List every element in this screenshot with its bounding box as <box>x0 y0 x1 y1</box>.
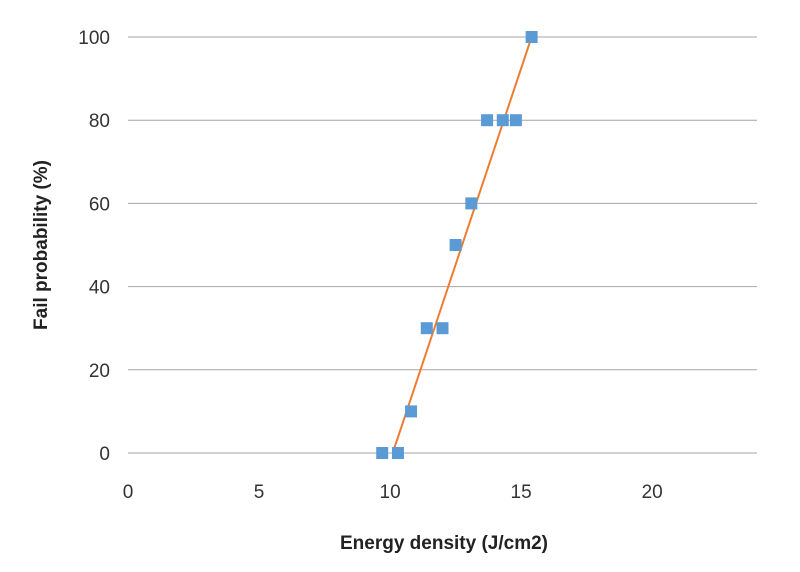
data-point-4 <box>436 322 449 335</box>
data-point-3 <box>420 322 433 335</box>
data-point-9 <box>509 114 522 127</box>
y-axis-title: Fail probability (%) <box>31 160 52 330</box>
data-point-1 <box>391 447 404 459</box>
data-point-2 <box>405 405 418 418</box>
data-point-0 <box>376 447 389 459</box>
data-point-10 <box>525 31 538 43</box>
x-tick-label-5: 5 <box>254 482 265 503</box>
data-points <box>376 31 538 459</box>
x-tick-label-20: 20 <box>642 482 663 503</box>
x-tick-label-15: 15 <box>511 482 532 503</box>
data-point-5 <box>449 239 462 251</box>
x-axis-ticks: 0 5 10 15 20 <box>123 482 663 503</box>
gridlines <box>128 36 757 454</box>
y-tick-label-40: 40 <box>89 278 110 299</box>
data-point-7 <box>481 114 494 127</box>
trendline-layer <box>391 36 533 454</box>
x-axis-title: Energy density (J/cm2) <box>340 533 548 554</box>
x-tick-label-0: 0 <box>123 482 134 503</box>
y-tick-label-80: 80 <box>89 111 110 132</box>
y-tick-label-20: 20 <box>89 361 110 382</box>
y-tick-label-0: 0 <box>99 444 110 465</box>
y-tick-label-60: 60 <box>89 194 110 215</box>
data-point-6 <box>465 197 478 210</box>
trendline <box>391 36 533 454</box>
y-axis-ticks: 0 20 40 60 80 100 <box>78 28 110 465</box>
y-tick-label-100: 100 <box>78 28 110 49</box>
x-tick-label-10: 10 <box>380 482 401 503</box>
data-point-8 <box>496 114 509 127</box>
